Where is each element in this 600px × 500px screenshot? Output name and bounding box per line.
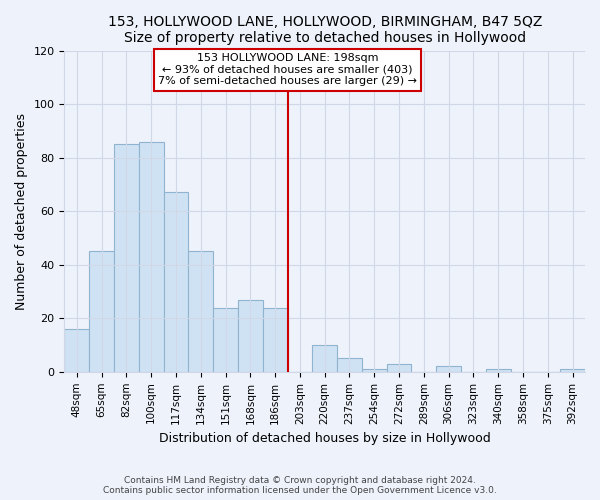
Bar bbox=[213, 308, 238, 372]
Bar bbox=[164, 192, 188, 372]
Bar bbox=[337, 358, 362, 372]
Bar bbox=[386, 364, 412, 372]
Bar bbox=[114, 144, 139, 372]
Title: 153, HOLLYWOOD LANE, HOLLYWOOD, BIRMINGHAM, B47 5QZ
Size of property relative to: 153, HOLLYWOOD LANE, HOLLYWOOD, BIRMINGH… bbox=[107, 15, 542, 45]
Bar bbox=[238, 300, 263, 372]
Text: Contains HM Land Registry data © Crown copyright and database right 2024.
Contai: Contains HM Land Registry data © Crown c… bbox=[103, 476, 497, 495]
X-axis label: Distribution of detached houses by size in Hollywood: Distribution of detached houses by size … bbox=[159, 432, 491, 445]
Bar bbox=[188, 252, 213, 372]
Bar bbox=[313, 345, 337, 372]
Bar bbox=[486, 369, 511, 372]
Bar bbox=[436, 366, 461, 372]
Bar bbox=[362, 369, 386, 372]
Text: 153 HOLLYWOOD LANE: 198sqm
← 93% of detached houses are smaller (403)
7% of semi: 153 HOLLYWOOD LANE: 198sqm ← 93% of deta… bbox=[158, 53, 417, 86]
Bar bbox=[560, 369, 585, 372]
Bar bbox=[139, 142, 164, 372]
Bar bbox=[89, 252, 114, 372]
Bar bbox=[64, 329, 89, 372]
Bar bbox=[263, 308, 287, 372]
Y-axis label: Number of detached properties: Number of detached properties bbox=[15, 112, 28, 310]
